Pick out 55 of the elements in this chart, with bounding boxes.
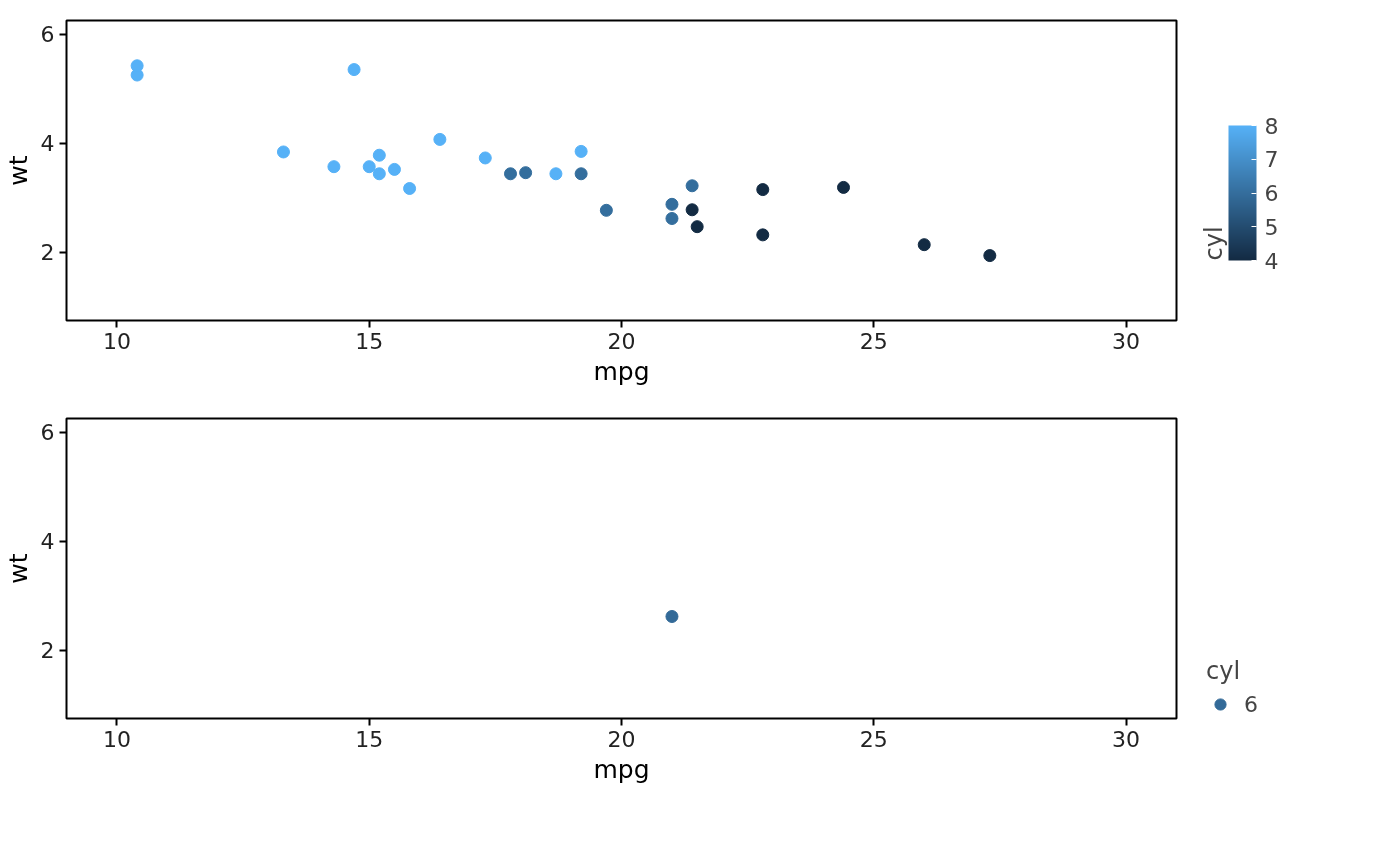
y-tick-label: 4 [40,529,55,555]
x-tick-label: 25 [859,726,888,752]
x-tick-label: 20 [607,328,636,354]
point [917,238,931,252]
point [685,203,699,217]
point [549,167,563,181]
x-tick-label: 20 [607,726,636,752]
x-tick-label: 15 [355,726,384,752]
legend-title: cyl [1206,657,1242,685]
x-tick-label: 15 [355,328,384,354]
point [574,144,588,158]
y-tick-label: 2 [40,240,55,266]
point [519,166,533,180]
y-axis-title: wt [3,553,33,584]
point [756,183,770,197]
x-tick-label: 10 [102,328,131,354]
color-bar-title: cyl [1199,226,1228,261]
point [837,180,850,194]
y-tick-label: 2 [40,638,55,664]
y-tick-label: 4 [40,131,55,157]
color-bar-label: 6 [1264,181,1279,206]
x-axis-title: mpg [593,356,650,386]
legend-label: 6 [1244,691,1259,717]
point [372,167,386,181]
point [347,63,361,77]
x-tick-label: 30 [1112,328,1141,354]
point [362,160,376,174]
color-bar-label: 7 [1264,147,1279,173]
point [665,197,679,211]
y-tick-label: 6 [40,420,55,446]
point [387,162,401,176]
point [599,203,613,217]
point [983,249,997,263]
point [690,220,704,234]
y-axis-title: wt [3,155,33,186]
point [756,228,770,242]
point [574,167,588,181]
point [130,59,144,73]
x-tick-label: 30 [1112,726,1141,752]
color-bar-label: 5 [1264,214,1279,240]
x-axis-title: mpg [593,754,650,784]
point [665,212,679,225]
point [372,148,386,162]
point [504,167,517,181]
point [276,145,290,159]
point [433,132,447,146]
point [403,182,417,195]
color-bar-label: 4 [1264,248,1279,274]
y-tick-label: 6 [40,22,55,48]
point [478,151,492,165]
point [327,160,341,174]
x-tick-label: 25 [859,328,888,354]
x-tick-label: 10 [102,726,131,752]
color-bar-label: 8 [1264,113,1279,139]
point [685,179,699,193]
